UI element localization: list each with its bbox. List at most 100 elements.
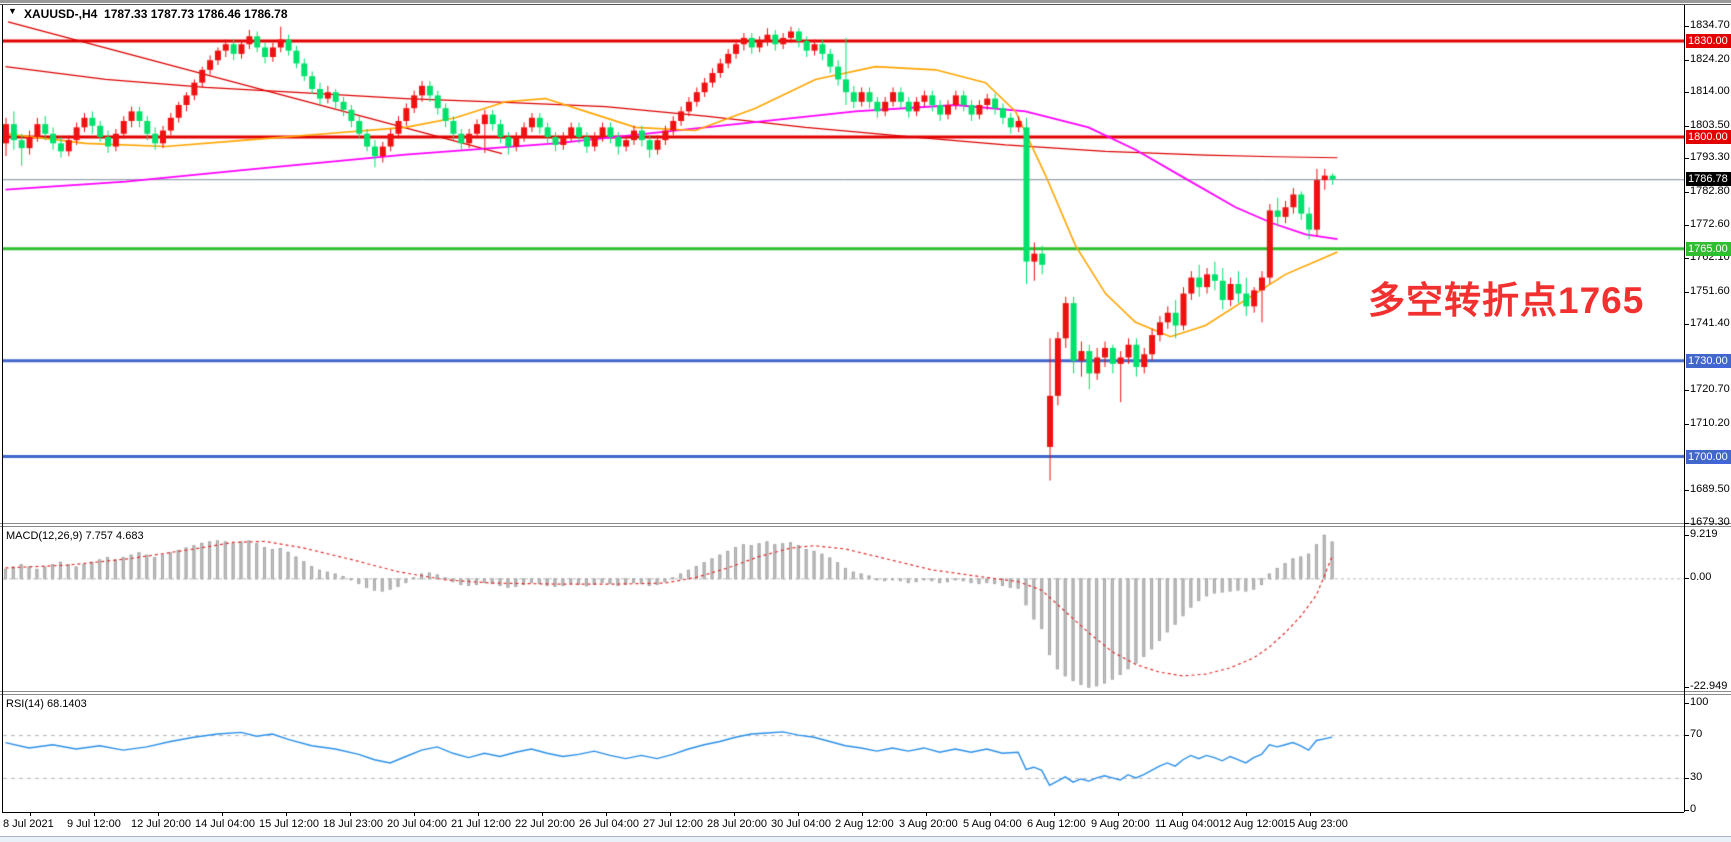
time-tick-mark — [478, 812, 479, 816]
level-price-label: 1800.00 — [1686, 129, 1731, 144]
level-price-label: 1830.00 — [1686, 34, 1731, 49]
price-axis-border — [1684, 5, 1685, 812]
time-tick-mark — [734, 812, 735, 816]
rsi-tick-label: 30 — [1690, 770, 1703, 783]
time-tick-mark — [926, 812, 927, 816]
rsi-indicator-canvas[interactable] — [3, 695, 1684, 812]
time-tick-mark — [990, 812, 991, 816]
bottom-strip — [0, 836, 1731, 842]
price-tick-mark — [1684, 26, 1689, 28]
time-tick-mark — [1182, 812, 1183, 816]
time-tick-mark — [350, 812, 351, 816]
time-tick-mark — [862, 812, 863, 816]
price-tick-label: 1689.50 — [1690, 483, 1730, 496]
price-tick-mark — [1684, 59, 1689, 61]
time-tick-label: 5 Aug 04:00 — [963, 818, 1022, 830]
current-price-label: 1786.78 — [1686, 172, 1731, 187]
time-tick-mark — [542, 812, 543, 816]
price-tick-mark — [1684, 390, 1689, 392]
macd-label: MACD(12,26,9) 7.757 4.683 — [6, 530, 144, 542]
time-tick-label: 21 Jul 12:00 — [451, 818, 511, 830]
time-tick-mark — [158, 812, 159, 816]
time-tick-mark — [670, 812, 671, 816]
rsi-tick-label: 0 — [1690, 803, 1697, 815]
time-tick-label: 26 Jul 04:00 — [579, 818, 639, 830]
time-tick-label: 12 Aug 12:00 — [1219, 818, 1284, 830]
price-tick-label: 1710.20 — [1690, 416, 1730, 429]
symbol-period-label: XAUUSD-,H4 — [24, 7, 98, 21]
price-tick-mark — [1684, 224, 1689, 226]
time-tick-label: 3 Aug 20:00 — [899, 818, 958, 830]
time-tick-mark — [1054, 812, 1055, 816]
symbol-dropdown-icon[interactable]: ▼ — [8, 6, 17, 16]
price-tick-label: 1751.60 — [1690, 284, 1730, 297]
time-tick-label: 28 Jul 20:00 — [707, 818, 767, 830]
time-tick-label: 11 Aug 04:00 — [1155, 818, 1220, 830]
macd-tick-mark — [1684, 534, 1689, 536]
time-tick-mark — [30, 812, 31, 816]
price-tick-label: 1782.80 — [1690, 184, 1730, 197]
time-tick-label: 2 Aug 12:00 — [835, 818, 894, 830]
time-tick-mark — [1246, 812, 1247, 816]
price-tick-label: 1772.60 — [1690, 217, 1730, 230]
time-tick-label: 9 Jul 12:00 — [67, 818, 121, 830]
time-tick-mark — [414, 812, 415, 816]
macd-tick-label: -22.949 — [1690, 680, 1728, 693]
price-tick-mark — [1684, 522, 1689, 524]
time-tick-mark — [286, 812, 287, 816]
macd-indicator-canvas[interactable] — [3, 527, 1684, 691]
macd-tick-mark — [1684, 687, 1689, 689]
time-tick-label: 6 Aug 12:00 — [1027, 818, 1086, 830]
rsi-tick-mark — [1684, 777, 1689, 779]
time-tick-label: 15 Jul 12:00 — [259, 818, 319, 830]
rsi-tick-mark — [1684, 810, 1689, 811]
price-tick-mark — [1684, 191, 1689, 193]
price-tick-label: 1741.40 — [1690, 317, 1730, 330]
time-axis-border — [2, 812, 1684, 813]
time-tick-mark — [1310, 812, 1311, 816]
time-tick-label: 12 Jul 20:00 — [131, 818, 191, 830]
macd-rsi-separator[interactable] — [0, 691, 1731, 695]
level-price-label: 1765.00 — [1686, 241, 1731, 256]
price-tick-label: 1720.70 — [1690, 383, 1730, 396]
time-tick-label: 9 Aug 20:00 — [1091, 818, 1150, 830]
level-price-label: 1730.00 — [1686, 353, 1731, 368]
time-tick-label: 14 Jul 04:00 — [195, 818, 255, 830]
time-tick-mark — [94, 812, 95, 816]
main-macd-separator[interactable] — [0, 523, 1731, 527]
left-border — [2, 5, 3, 812]
time-tick-label: 30 Jul 04:00 — [771, 818, 831, 830]
rsi-tick-mark — [1684, 735, 1689, 737]
window-top-border — [0, 0, 1731, 4]
price-tick-mark — [1684, 158, 1689, 160]
price-tick-mark — [1684, 490, 1689, 492]
time-tick-label: 8 Jul 2021 — [3, 818, 54, 830]
price-tick-mark — [1684, 258, 1689, 260]
main-price-chart-canvas[interactable] — [3, 4, 1684, 523]
time-tick-mark — [798, 812, 799, 816]
price-tick-label: 1814.00 — [1690, 85, 1730, 98]
time-tick-mark — [606, 812, 607, 816]
time-tick-label: 22 Jul 20:00 — [515, 818, 575, 830]
price-tick-label: 1834.70 — [1690, 19, 1730, 32]
price-tick-mark — [1684, 423, 1689, 425]
price-tick-label: 1793.30 — [1690, 151, 1730, 164]
macd-tick-label: 0.00 — [1690, 571, 1712, 584]
price-tick-mark — [1684, 125, 1689, 127]
price-tick-mark — [1684, 324, 1689, 326]
time-tick-label: 15 Aug 23:00 — [1283, 818, 1348, 830]
rsi-tick-label: 70 — [1690, 728, 1703, 741]
price-tick-label: 1679.30 — [1690, 515, 1730, 528]
time-tick-label: 20 Jul 04:00 — [387, 818, 447, 830]
price-tick-mark — [1684, 92, 1689, 94]
macd-tick-mark — [1684, 578, 1689, 580]
price-tick-label: 1824.20 — [1690, 52, 1730, 65]
ohlc-values: 1787.33 1787.73 1786.46 1786.78 — [104, 7, 288, 21]
price-tick-label: 1803.50 — [1690, 118, 1730, 131]
rsi-tick-mark — [1684, 703, 1689, 704]
price-tick-mark — [1684, 291, 1689, 293]
macd-tick-label: 9.219 — [1690, 527, 1718, 540]
rsi-tick-label: 100 — [1690, 696, 1709, 708]
time-tick-label: 18 Jul 23:00 — [323, 818, 383, 830]
